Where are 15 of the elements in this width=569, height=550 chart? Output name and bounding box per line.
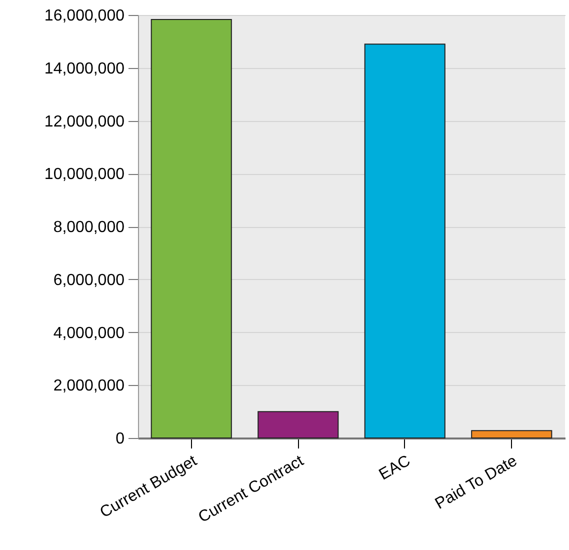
y-tick-label: 0 — [116, 430, 125, 448]
bar — [258, 411, 339, 438]
bar — [471, 430, 552, 438]
y-tick-label: 10,000,000 — [44, 166, 125, 184]
y-tick-label: 12,000,000 — [44, 113, 125, 130]
y-tick-label: 8,000,000 — [53, 219, 125, 236]
bar — [364, 44, 446, 438]
x-tick-label: EAC — [376, 452, 414, 484]
y-tick-label: 4,000,000 — [53, 324, 125, 342]
bar — [150, 18, 232, 438]
y-tick-label: 14,000,000 — [44, 60, 125, 78]
y-tick-label: 16,000,000 — [44, 8, 125, 24]
y-tick-label: 6,000,000 — [53, 272, 125, 289]
x-tick-label: Paid To Date — [432, 452, 520, 513]
y-tick-label: 2,000,000 — [53, 378, 125, 395]
